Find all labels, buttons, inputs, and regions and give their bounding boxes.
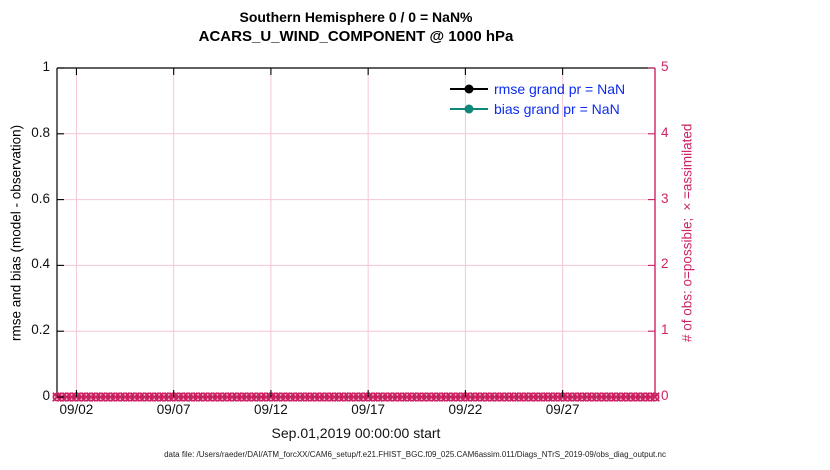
left-y-tick-label: 0 bbox=[42, 388, 50, 403]
plot-title: Southern Hemisphere 0 / 0 = NaN% bbox=[239, 9, 473, 25]
legend-label-rmse: rmse grand pr = NaN bbox=[494, 81, 626, 97]
plot-subtitle: ACARS_U_WIND_COMPONENT @ 1000 hPa bbox=[198, 28, 514, 45]
legend-item-bias: bias grand pr = NaN bbox=[450, 99, 625, 119]
left-y-tick-label: 0.6 bbox=[31, 190, 50, 206]
right-y-tick-label: 4 bbox=[661, 124, 669, 140]
rmse-line-sample bbox=[450, 84, 488, 94]
legend: rmse grand pr = NaN bias grand pr = NaN bbox=[450, 79, 625, 119]
rmse-marker-icon bbox=[464, 84, 474, 94]
x-tick-label: 09/02 bbox=[59, 402, 94, 417]
right-y-tick-label: 1 bbox=[661, 322, 669, 338]
legend-item-rmse: rmse grand pr = NaN bbox=[450, 79, 625, 99]
x-tick-label: 09/27 bbox=[545, 402, 580, 417]
right-y-tick-label: 3 bbox=[661, 190, 669, 206]
right-y-axis-label: # of obs: o=possible; ×=assimilated bbox=[679, 123, 695, 342]
x-tick-label: 09/12 bbox=[254, 402, 288, 417]
x-tick-label: 09/07 bbox=[156, 402, 191, 417]
left-y-tick-label: 0.2 bbox=[31, 322, 50, 338]
bias-line-sample bbox=[450, 104, 488, 114]
data-file-footer: data file: /Users/raeder/DAI/ATM_forcXX/… bbox=[164, 450, 666, 459]
bias-marker-icon bbox=[464, 104, 474, 114]
left-y-tick-label: 0.8 bbox=[31, 124, 50, 140]
x-axis-label: Sep.01,2019 00:00:00 start bbox=[271, 425, 441, 441]
x-tick-label: 09/17 bbox=[351, 402, 386, 417]
legend-label-bias: bias grand pr = NaN bbox=[494, 101, 620, 117]
left-y-tick-label: 1 bbox=[42, 59, 50, 74]
right-y-tick-label: 0 bbox=[661, 388, 669, 403]
right-y-tick-label: 5 bbox=[661, 59, 669, 74]
left-y-tick-label: 0.4 bbox=[31, 256, 50, 272]
right-y-tick-label: 2 bbox=[661, 256, 669, 272]
title-block: Southern Hemisphere 0 / 0 = NaN% ACARS_U… bbox=[57, 8, 655, 47]
x-tick-label: 09/22 bbox=[448, 402, 483, 417]
left-y-axis-label: rmse and bias (model - observation) bbox=[8, 124, 24, 341]
